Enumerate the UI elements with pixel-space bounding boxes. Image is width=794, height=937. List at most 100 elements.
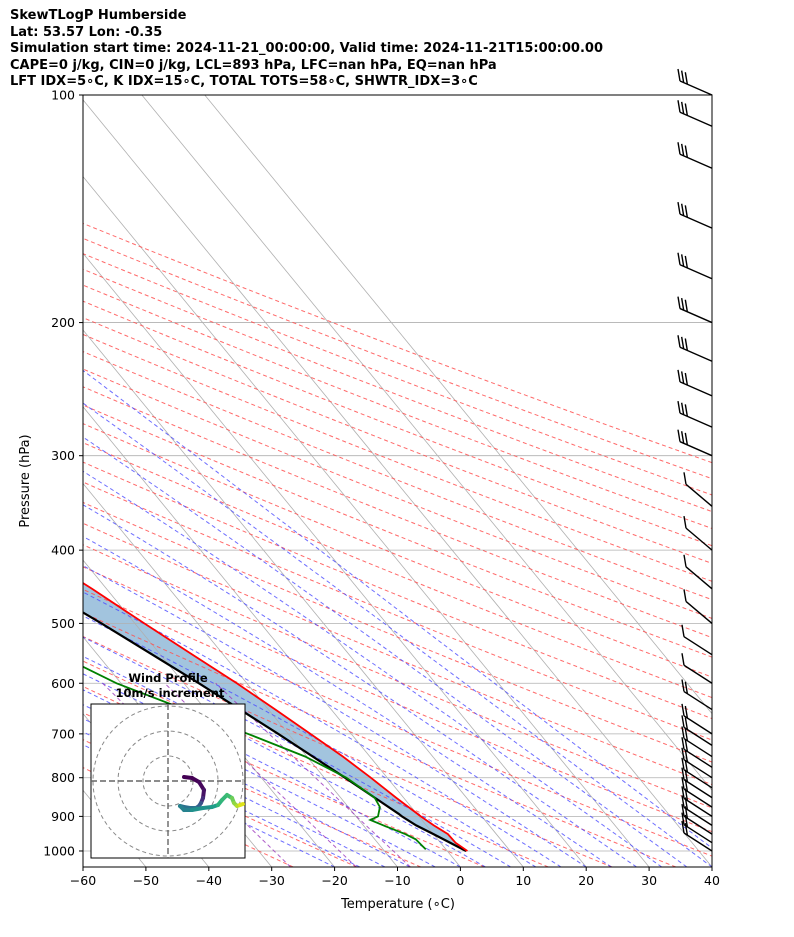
wind-profile-inset: Wind Profile 10m/s increment xyxy=(90,671,246,859)
x-tick-label: −60 xyxy=(70,873,96,888)
barb-feather xyxy=(681,777,685,790)
x-tick-label: −40 xyxy=(196,873,222,888)
barb-staff xyxy=(683,715,713,735)
wind-barb-775 xyxy=(681,737,713,768)
barb-feather xyxy=(680,402,685,415)
x-tick-label: −10 xyxy=(384,873,410,888)
wind-barb-600 xyxy=(681,653,713,684)
barb-staff xyxy=(683,815,713,835)
y-tick-label: 200 xyxy=(51,315,75,330)
y-tick-label: 300 xyxy=(51,448,75,463)
barb-feather xyxy=(677,369,681,382)
barb-staff xyxy=(683,726,713,746)
time-line: Simulation start time: 2024-11-21_00:00:… xyxy=(10,41,603,56)
inset-title: Wind Profile xyxy=(128,671,208,685)
barb-staff xyxy=(683,824,713,844)
wind-barb-250 xyxy=(677,369,713,397)
x-tick-label: −30 xyxy=(259,873,285,888)
mixing-ratio-2 xyxy=(215,682,411,867)
barb-feather xyxy=(683,472,687,485)
barb-staff xyxy=(679,80,713,96)
barb-staff xyxy=(679,441,713,457)
wind-barb-800 xyxy=(681,747,713,779)
isotherm-50 xyxy=(141,95,712,791)
barb-feather xyxy=(683,516,687,529)
barb-feather xyxy=(677,68,681,82)
y-tick-label: 700 xyxy=(51,726,75,741)
moist-adiabat-16 xyxy=(83,591,562,867)
barb-feather xyxy=(684,338,689,351)
hodograph-segment xyxy=(238,802,245,807)
y-tick-label: 800 xyxy=(51,770,75,785)
wind-barb-225 xyxy=(677,335,713,362)
wind-barb-100 xyxy=(677,68,713,96)
barb-feather xyxy=(680,298,685,311)
barb-feather xyxy=(680,203,685,216)
chart-header: SkewTLogP Humberside Lat: 53.57 Lon: -0.… xyxy=(10,8,603,91)
x-tick-label: 30 xyxy=(641,873,657,888)
barb-feather xyxy=(681,653,685,666)
dry-adiabat-130 xyxy=(83,404,712,658)
barb-feather xyxy=(681,795,685,808)
wind-barb-110 xyxy=(677,100,713,127)
barb-feather xyxy=(684,372,689,386)
barb-feather xyxy=(677,202,681,215)
isotherm-20 xyxy=(83,252,587,867)
wind-barb-125 xyxy=(677,142,713,169)
barb-feather xyxy=(681,786,685,799)
barb-feather xyxy=(681,726,685,739)
barb-staff xyxy=(685,483,713,507)
barb-staff xyxy=(679,381,713,397)
y-tick-label: 900 xyxy=(51,809,75,824)
barb-feather xyxy=(680,371,685,384)
barb-staff xyxy=(685,566,713,590)
barb-feather xyxy=(677,401,681,414)
barb-staff xyxy=(679,153,713,169)
barb-feather xyxy=(681,757,685,770)
barb-feather xyxy=(680,143,685,156)
wind-barb-700 xyxy=(681,703,713,735)
moist-adiabat--16 xyxy=(83,731,361,867)
wind-barb-350 xyxy=(683,472,713,507)
barb-feather xyxy=(684,72,689,85)
isotherm-40 xyxy=(83,99,712,867)
moist-adiabat-32 xyxy=(83,470,662,867)
barb-staff xyxy=(683,759,713,779)
barb-feather xyxy=(681,624,685,637)
dry-adiabat-30 xyxy=(83,612,677,867)
moist-adiabat-8 xyxy=(83,636,511,867)
x-axis-label: Temperature (∘C) xyxy=(340,897,455,912)
x-tick-label: −20 xyxy=(321,873,347,888)
x-tick-label: 10 xyxy=(515,873,531,888)
wind-barb-200 xyxy=(677,296,713,324)
moist-adiabat-40 xyxy=(83,402,712,867)
barb-feather xyxy=(680,101,685,115)
dry-adiabat-210 xyxy=(83,268,712,513)
isotherm--60 xyxy=(83,866,84,867)
barb-staff xyxy=(683,806,713,826)
barb-staff xyxy=(683,779,713,799)
barb-feather xyxy=(677,429,681,442)
parcel-profile-line xyxy=(83,611,467,852)
barb-staff xyxy=(679,213,713,229)
barb-staff xyxy=(685,600,713,624)
barb-feather xyxy=(680,336,685,349)
dry-adiabat-140 xyxy=(83,386,712,639)
barb-feather xyxy=(684,432,689,446)
barb-feather xyxy=(680,70,685,83)
isotherm-30 xyxy=(83,176,650,867)
barb-feather xyxy=(680,431,685,444)
index-line: LFT IDX=5∘C, K IDX=15∘C, TOTAL TOTS=58∘C… xyxy=(10,74,478,89)
x-tick-label: −50 xyxy=(133,873,159,888)
barb-feather xyxy=(684,749,689,762)
barb-feather xyxy=(677,100,681,113)
dry-adiabat-180 xyxy=(83,317,712,564)
mixing-ratio-1 xyxy=(164,682,357,867)
moist-adiabat-28 xyxy=(83,504,637,867)
barb-feather xyxy=(684,705,689,719)
barb-staff xyxy=(679,412,713,428)
barb-feather xyxy=(677,252,681,265)
cape-line: CAPE=0 j/kg, CIN=0 j/kg, LCL=893 hPa, LF… xyxy=(10,57,497,73)
barb-staff xyxy=(683,769,713,789)
barb-feather xyxy=(684,103,689,116)
